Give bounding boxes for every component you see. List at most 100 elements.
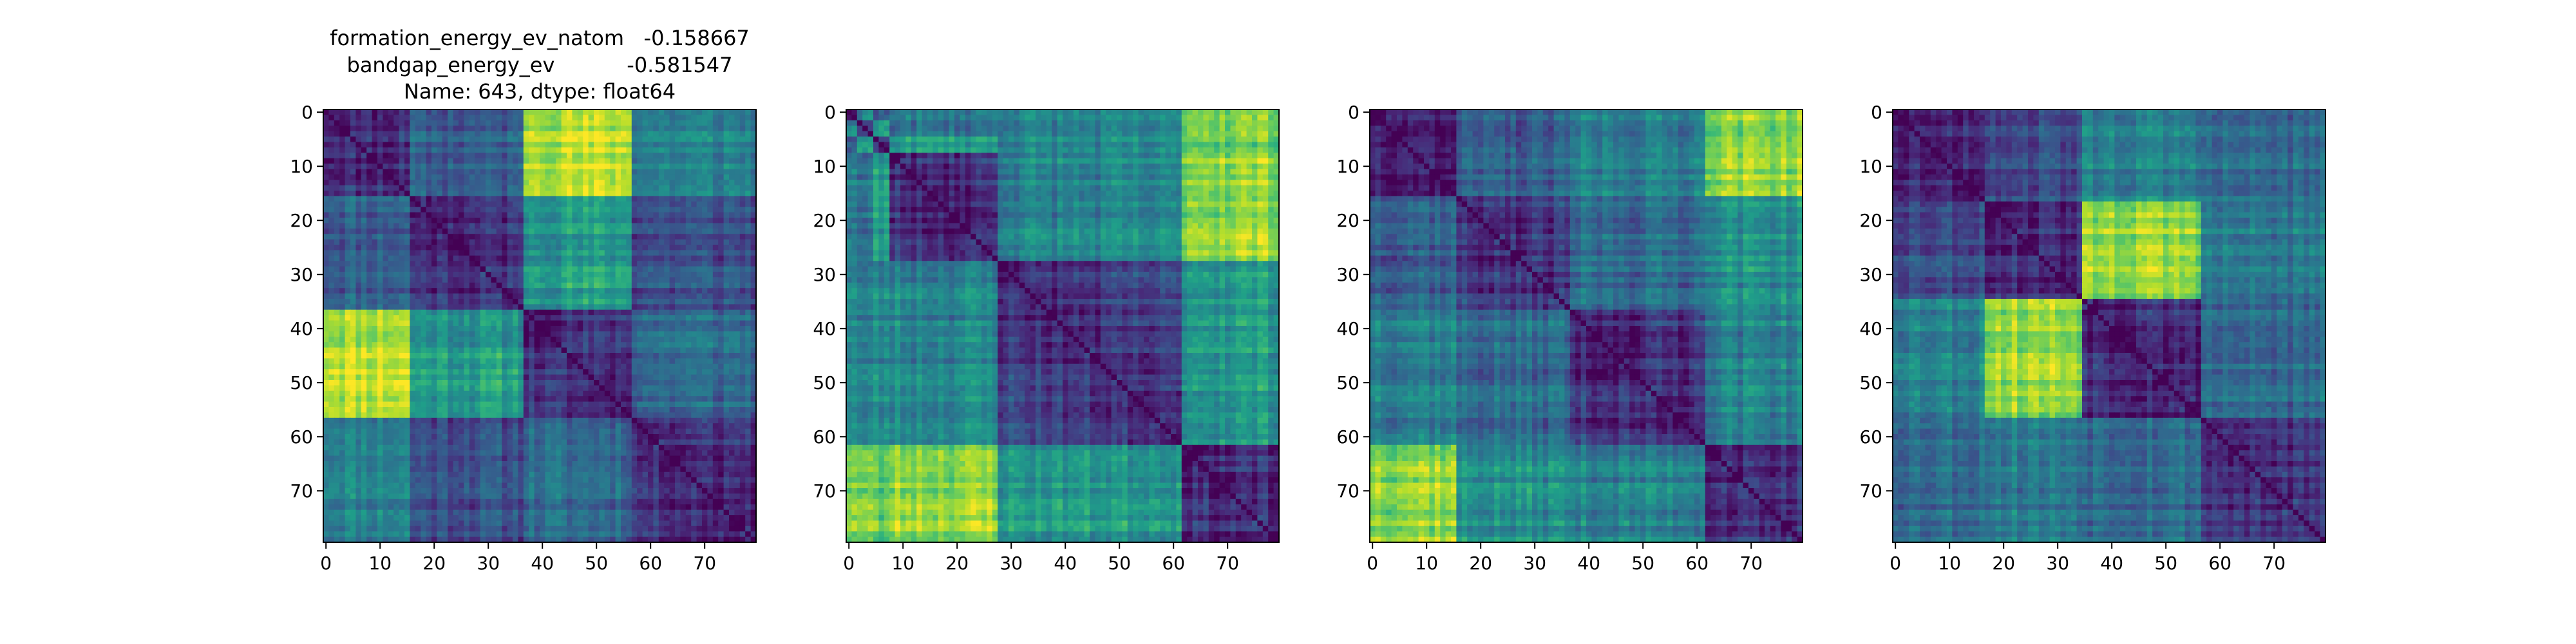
heatmap-cell bbox=[415, 358, 421, 365]
heatmap-cell bbox=[540, 390, 545, 397]
heatmap-cell bbox=[448, 299, 454, 305]
heatmap-row bbox=[323, 423, 757, 430]
heatmap-cell bbox=[404, 369, 410, 375]
heatmap-cell bbox=[745, 191, 752, 196]
heatmap-cell bbox=[377, 363, 383, 370]
heatmap-cell bbox=[750, 277, 757, 283]
heatmap-cell bbox=[540, 353, 545, 359]
heatmap-cell bbox=[404, 353, 410, 359]
heatmap-cell bbox=[502, 131, 508, 137]
heatmap-cell bbox=[664, 228, 670, 234]
heatmap-cell bbox=[475, 320, 481, 327]
heatmap-cell bbox=[626, 266, 632, 272]
heatmap-cell bbox=[723, 142, 730, 148]
heatmap-cell bbox=[642, 288, 649, 294]
heatmap-cell bbox=[399, 201, 405, 207]
heatmap-cell bbox=[567, 137, 573, 142]
title-line-3: Name: 643, dtype: float64 bbox=[404, 79, 676, 104]
heatmap-cell bbox=[599, 315, 605, 321]
heatmap-cell bbox=[648, 109, 654, 115]
heatmap-cell bbox=[334, 434, 340, 440]
heatmap-cell bbox=[750, 369, 757, 375]
heatmap-cell bbox=[583, 255, 589, 261]
heatmap-cell bbox=[415, 309, 421, 316]
heatmap-cell bbox=[588, 282, 594, 289]
heatmap-cell bbox=[496, 126, 502, 132]
heatmap-cell bbox=[491, 282, 497, 289]
heatmap-cell bbox=[604, 196, 611, 202]
heatmap-cell bbox=[648, 358, 654, 365]
heatmap-cell bbox=[393, 201, 400, 207]
heatmap-cell bbox=[545, 326, 551, 332]
heatmap-cell bbox=[399, 218, 405, 223]
heatmap-cell bbox=[355, 120, 362, 126]
heatmap-cell bbox=[518, 293, 524, 299]
heatmap-cell bbox=[610, 428, 616, 435]
heatmap-cell bbox=[545, 336, 551, 343]
heatmap-cell bbox=[529, 369, 535, 375]
heatmap-cell bbox=[745, 196, 752, 202]
heatmap-cell bbox=[350, 380, 356, 386]
heatmap-cell bbox=[631, 342, 638, 348]
heatmap-cell bbox=[377, 115, 383, 121]
heatmap-cell bbox=[696, 293, 703, 299]
heatmap-cell bbox=[691, 115, 697, 121]
heatmap-cell bbox=[415, 423, 421, 430]
heatmap-cell bbox=[388, 407, 394, 413]
heatmap-cell bbox=[631, 272, 638, 278]
heatmap-cell bbox=[453, 288, 459, 294]
heatmap-cell bbox=[361, 336, 367, 343]
heatmap-cell bbox=[339, 320, 346, 327]
heatmap-cell bbox=[675, 326, 681, 332]
heatmap-cell bbox=[431, 131, 437, 137]
heatmap-cell bbox=[366, 126, 373, 132]
heatmap-cell bbox=[334, 369, 340, 375]
heatmap-cell bbox=[545, 439, 551, 446]
heatmap-cell bbox=[523, 137, 529, 142]
heatmap-cell bbox=[750, 255, 757, 261]
heatmap-cell bbox=[383, 272, 389, 278]
heatmap-cell bbox=[496, 439, 502, 446]
heatmap-cell bbox=[323, 369, 329, 375]
heatmap-cell bbox=[426, 417, 432, 424]
heatmap-cell bbox=[750, 331, 757, 337]
heatmap-cell bbox=[431, 185, 437, 191]
heatmap-cell bbox=[545, 153, 551, 159]
heatmap-cell bbox=[583, 282, 589, 289]
heatmap-cell bbox=[642, 201, 649, 207]
heatmap-cell bbox=[577, 201, 583, 207]
heatmap-cell bbox=[594, 218, 600, 223]
heatmap-cell bbox=[507, 326, 513, 332]
heatmap-cell bbox=[469, 261, 475, 267]
heatmap-cell bbox=[664, 212, 670, 218]
heatmap-cell bbox=[507, 255, 513, 261]
heatmap-cell bbox=[718, 396, 724, 402]
heatmap-cell bbox=[496, 120, 502, 126]
heatmap-cell bbox=[518, 239, 524, 245]
heatmap-cell bbox=[610, 218, 616, 223]
title-line-1: formation_energy_ev_natom -0.158667 bbox=[330, 26, 750, 50]
heatmap-cell bbox=[550, 417, 556, 424]
heatmap-cell bbox=[556, 423, 562, 430]
heatmap-cell bbox=[421, 363, 427, 370]
heatmap-cell bbox=[750, 401, 757, 408]
heatmap-cell bbox=[464, 115, 470, 121]
heatmap-cell bbox=[604, 201, 611, 207]
heatmap-cell bbox=[448, 326, 454, 332]
heatmap-cell bbox=[556, 115, 562, 121]
heatmap-cell bbox=[507, 282, 513, 289]
heatmap-cell bbox=[577, 363, 583, 370]
heatmap-cell bbox=[540, 315, 545, 321]
heatmap-cell bbox=[718, 212, 724, 218]
heatmap-cell bbox=[431, 439, 437, 446]
heatmap-cell bbox=[599, 353, 605, 359]
heatmap-cell bbox=[577, 158, 583, 164]
heatmap-cell bbox=[421, 390, 427, 397]
heatmap-cell bbox=[626, 272, 632, 278]
heatmap-cell bbox=[339, 369, 346, 375]
heatmap-cell bbox=[372, 218, 378, 223]
heatmap-cell bbox=[496, 380, 502, 386]
heatmap-cell bbox=[745, 218, 752, 223]
heatmap-cell bbox=[588, 299, 594, 305]
heatmap-cell bbox=[545, 423, 551, 430]
